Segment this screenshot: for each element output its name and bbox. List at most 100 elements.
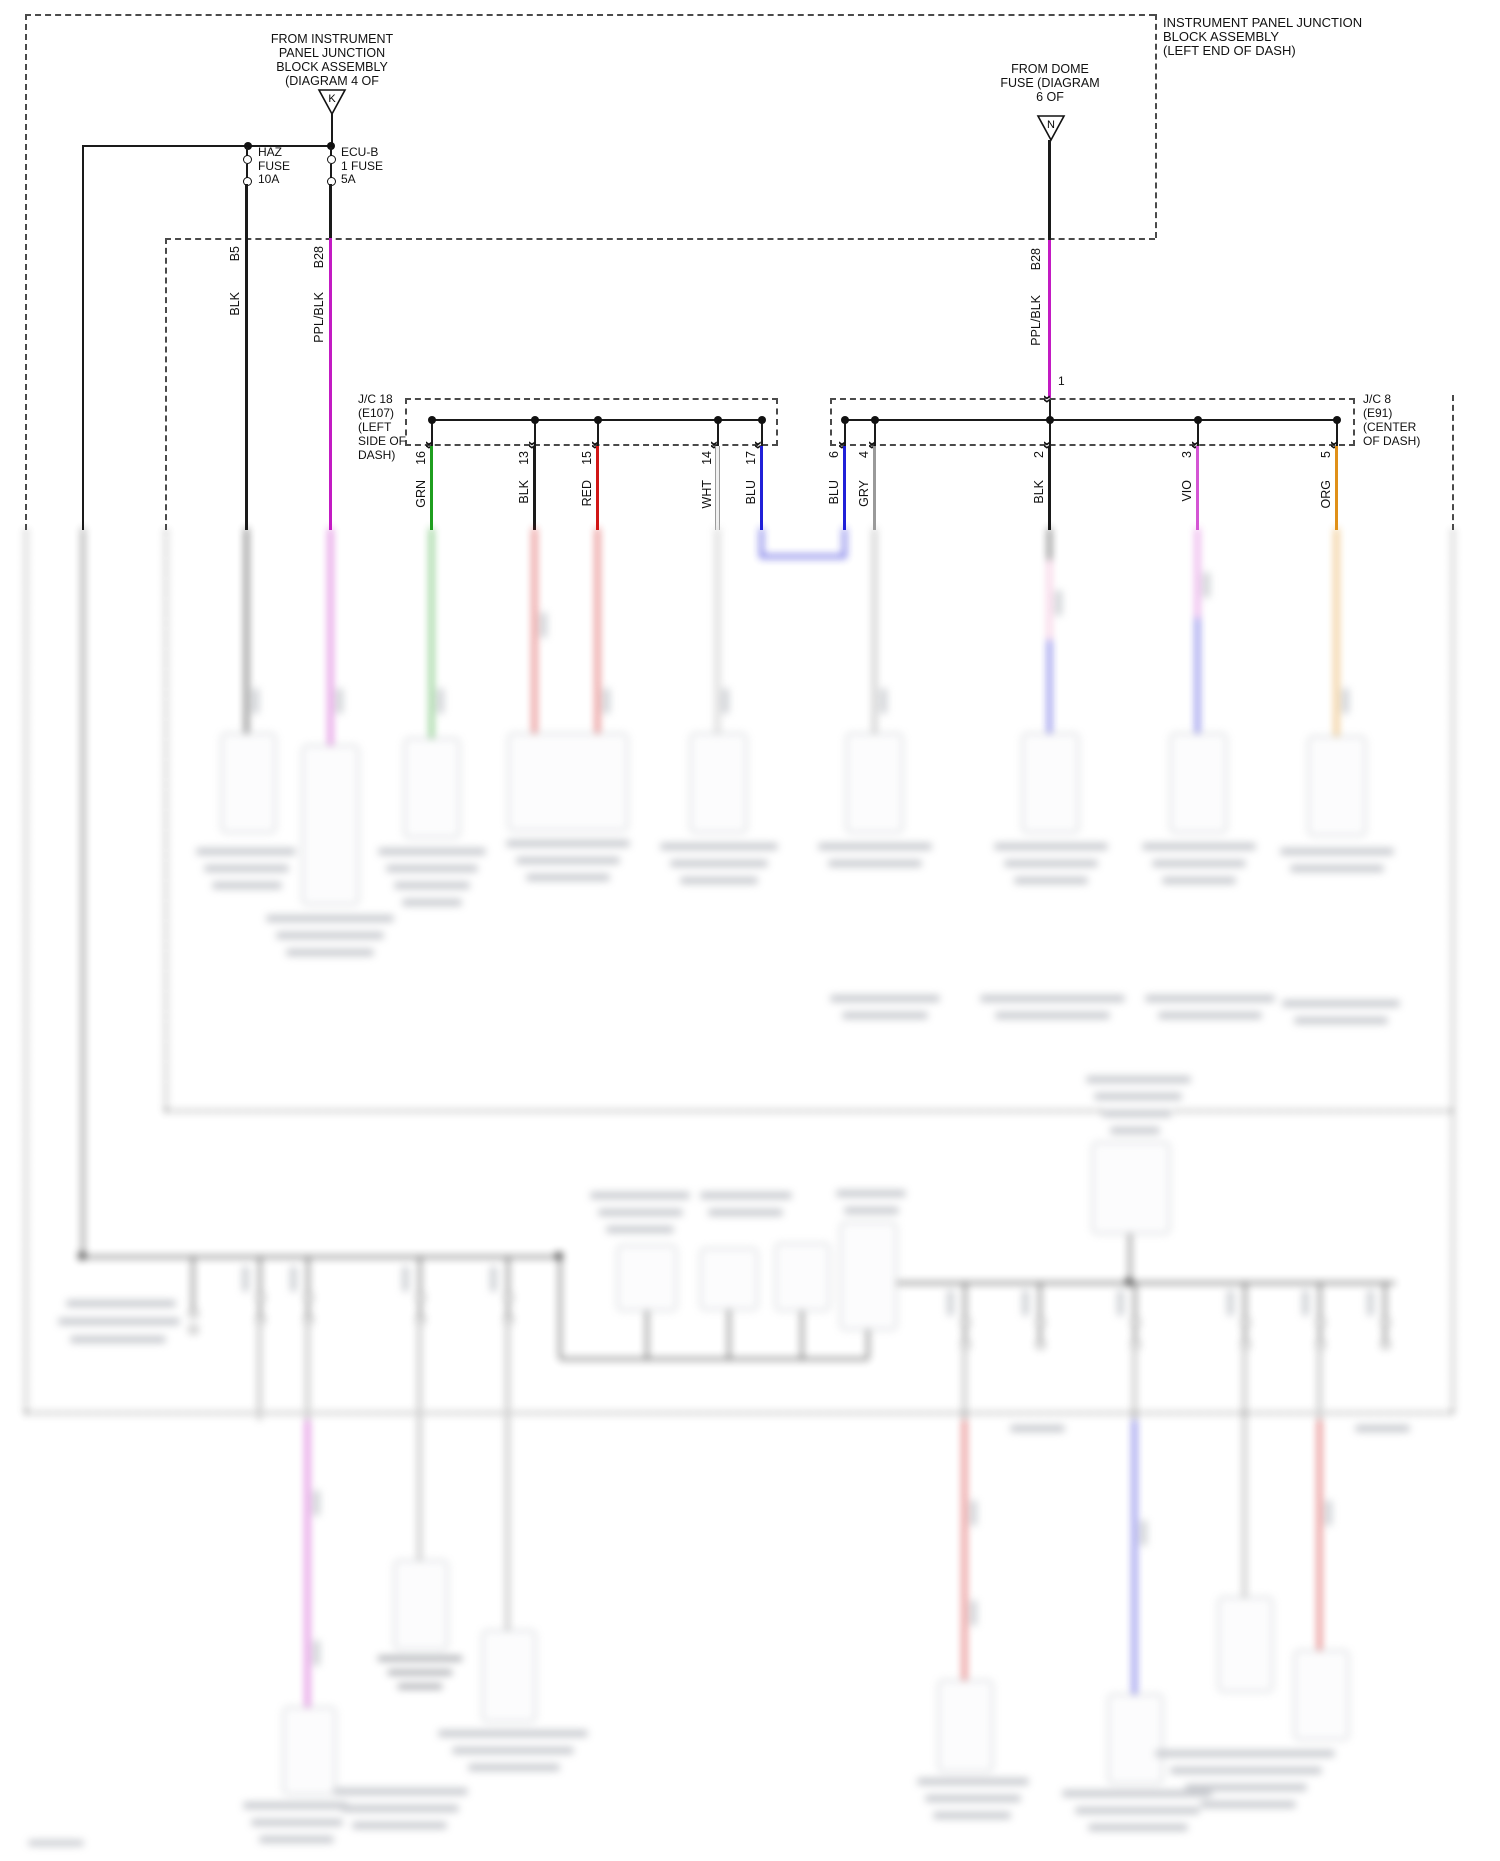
connector-box (394, 1560, 448, 1650)
text-line: 6 OF (1036, 90, 1064, 104)
wire-gry-cont (873, 528, 876, 735)
from-ipjb-label: FROM INSTRUMENT PANEL JUNCTION BLOCK ASS… (262, 32, 402, 88)
outer-boundary-right (1452, 395, 1454, 530)
jc-stub (597, 420, 599, 446)
mid-drop (259, 1257, 261, 1293)
blur-text (842, 1012, 928, 1019)
wire-tag (970, 1600, 977, 1626)
jc18-box (405, 398, 778, 446)
mid-link (801, 1311, 803, 1358)
blur-text (1290, 865, 1384, 872)
blur-text (1014, 877, 1088, 884)
mid-wire (963, 1347, 966, 1420)
component-box (690, 733, 747, 833)
component-box (404, 738, 460, 838)
blur-text (598, 1209, 683, 1216)
pin-label-1: 1 (1058, 374, 1065, 388)
left-feed-line-cont (82, 528, 84, 1258)
wire-blu-jumper-h (760, 555, 846, 558)
wire-bottom-gry (506, 1420, 509, 1630)
mid-bus-lower (560, 1358, 868, 1360)
wire-tag (722, 688, 729, 714)
wire-blk2-cont (1048, 528, 1051, 562)
jc8-label: J/C 8 (E91) (CENTER OF DASH) (1363, 392, 1420, 448)
jc-stub (1197, 420, 1199, 446)
blur-text (1162, 877, 1236, 884)
jc-stub (761, 420, 763, 446)
wire-bottom-pnk (306, 1420, 309, 1707)
blur-text (980, 995, 1125, 1002)
ecub-fuse-label: ECU-B 1 FUSE 5A (341, 145, 383, 187)
wire-b28-ppl-blk (329, 238, 332, 530)
junction-dot (78, 1252, 86, 1260)
blur-text (516, 857, 620, 864)
fuse-lead (246, 147, 248, 157)
blur-text (660, 843, 778, 850)
wire-tag (313, 1640, 320, 1666)
junction-dot (871, 416, 879, 424)
blur-text (204, 865, 289, 872)
wire-tag (290, 1266, 297, 1292)
fuse-element (507, 1302, 509, 1317)
mid-drop (964, 1283, 966, 1318)
wire-org-5 (1335, 446, 1338, 530)
wire-red-15 (596, 446, 599, 530)
wire-org-cont (1335, 528, 1338, 740)
component-box (1308, 736, 1366, 836)
junction-dot (1333, 416, 1341, 424)
text-line: FUSE (DIAGRAM (1000, 76, 1100, 90)
wire-tag (603, 688, 610, 714)
junction-dot (531, 416, 539, 424)
wire-blu-17 (760, 446, 763, 530)
blur-text (1094, 1093, 1182, 1100)
component-box (617, 1245, 677, 1311)
fuse-terminal (327, 155, 336, 164)
blur-text (506, 840, 630, 847)
blur-text (844, 1207, 899, 1214)
junction-dot (1194, 416, 1202, 424)
fuse-element (246, 164, 248, 179)
outer-boundary-right-cont (1452, 530, 1454, 1412)
connector-n-letter: N (1047, 119, 1055, 131)
text-line: 5A (341, 172, 356, 186)
fuse-terminal (1036, 1340, 1045, 1349)
text-line: DASH) (358, 448, 396, 462)
text-line: FUSE (258, 158, 291, 173)
mid-wire (1318, 1347, 1321, 1420)
blur-text (708, 1209, 783, 1216)
mid-drop (1244, 1283, 1246, 1318)
connector-box (1218, 1597, 1273, 1692)
blur-text (286, 949, 374, 956)
fuse-element (419, 1302, 421, 1317)
blur-text (1075, 1807, 1200, 1814)
component-box (846, 733, 903, 833)
blur-text (468, 1764, 560, 1771)
blur-text (438, 1730, 588, 1737)
blur-text (378, 848, 486, 855)
wire-tag (252, 688, 259, 714)
wire-blk2-splice (1048, 560, 1051, 642)
wire-blk-13 (533, 446, 536, 530)
blur-text (1282, 1000, 1400, 1007)
blur-text (1110, 1127, 1160, 1134)
text-line: (DIAGRAM 4 OF (285, 74, 379, 88)
fuse-terminal (243, 155, 252, 164)
wire-tag (970, 1500, 977, 1526)
fuse-terminal (304, 1293, 313, 1302)
connector-terminal (189, 1309, 198, 1318)
wire-tag (437, 688, 444, 714)
mid-wire (1243, 1347, 1246, 1420)
text-line: ECU-B (341, 145, 379, 159)
wire-tag (1203, 572, 1210, 598)
mid-drop (507, 1257, 509, 1293)
fuse-element (1319, 1326, 1321, 1341)
blur-text (452, 1747, 574, 1754)
blur-text (1088, 1824, 1188, 1831)
mid-drop (1134, 1283, 1136, 1318)
jc-entry-stub (1049, 400, 1051, 420)
watermark (28, 1840, 84, 1846)
text-line: FROM DOME (1011, 62, 1089, 76)
wire-tag (1302, 1290, 1309, 1316)
mid-bus-right (897, 1282, 1395, 1284)
mid-link (1129, 1234, 1131, 1282)
